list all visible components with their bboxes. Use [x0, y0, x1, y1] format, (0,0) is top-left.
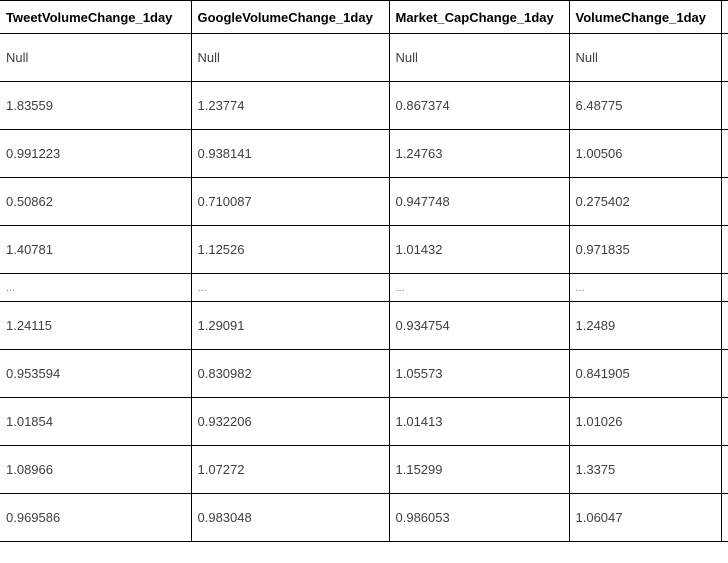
table-cell: 0.983048: [191, 494, 389, 542]
column-header-volume-change: VolumeChange_1day: [569, 1, 721, 34]
table-cell: [721, 226, 728, 274]
table-cell: 6.48775: [569, 82, 721, 130]
table-cell: [721, 82, 728, 130]
table-row: Null Null Null Null: [0, 34, 728, 82]
table-row: 1.08966 1.07272 1.15299 1.3375: [0, 446, 728, 494]
table-cell: [721, 350, 728, 398]
table-cell: 1.24763: [389, 130, 569, 178]
table-cell: 1.40781: [0, 226, 191, 274]
data-table: TweetVolumeChange_1day GoogleVolumeChang…: [0, 0, 728, 542]
table-row: 0.991223 0.938141 1.24763 1.00506: [0, 130, 728, 178]
table-cell: [721, 178, 728, 226]
table-cell: 0.932206: [191, 398, 389, 446]
table-cell: 1.01432: [389, 226, 569, 274]
table-cell: 1.05573: [389, 350, 569, 398]
table-cell: 1.01854: [0, 398, 191, 446]
table-cell: 0.275402: [569, 178, 721, 226]
table-cell: 0.867374: [389, 82, 569, 130]
table-cell: 1.29091: [191, 302, 389, 350]
table-row: 1.40781 1.12526 1.01432 0.971835: [0, 226, 728, 274]
table-cell-ellipsis: [721, 274, 728, 302]
table-cell: [721, 446, 728, 494]
header-row: TweetVolumeChange_1day GoogleVolumeChang…: [0, 1, 728, 34]
table-cell-ellipsis: ...: [0, 274, 191, 302]
table-cell: 1.2489: [569, 302, 721, 350]
table-row: 0.50862 0.710087 0.947748 0.275402: [0, 178, 728, 226]
table-cell: Null: [191, 34, 389, 82]
table-cell: 1.00506: [569, 130, 721, 178]
column-header-google-volume-change: GoogleVolumeChange_1day: [191, 1, 389, 34]
column-header-market-cap-change: Market_CapChange_1day: [389, 1, 569, 34]
table-cell: 0.969586: [0, 494, 191, 542]
table-row: 0.969586 0.983048 0.986053 1.06047: [0, 494, 728, 542]
table-cell: [721, 302, 728, 350]
table-cell-ellipsis: ...: [389, 274, 569, 302]
table-cell: 0.991223: [0, 130, 191, 178]
table-cell: 0.50862: [0, 178, 191, 226]
data-table-container: TweetVolumeChange_1day GoogleVolumeChang…: [0, 0, 728, 542]
table-cell: 1.15299: [389, 446, 569, 494]
table-cell-ellipsis: ...: [569, 274, 721, 302]
table-cell: [721, 398, 728, 446]
table-cell: 0.841905: [569, 350, 721, 398]
table-row: 1.01854 0.932206 1.01413 1.01026: [0, 398, 728, 446]
table-row-ellipsis: ... ... ... ...: [0, 274, 728, 302]
table-cell: 1.07272: [191, 446, 389, 494]
table-cell: 1.06047: [569, 494, 721, 542]
column-header-truncated: ...: [721, 1, 728, 34]
table-cell: [721, 130, 728, 178]
table-cell: 1.83559: [0, 82, 191, 130]
table-row: 1.83559 1.23774 0.867374 6.48775: [0, 82, 728, 130]
table-cell: 1.08966: [0, 446, 191, 494]
table-cell: Null: [0, 34, 191, 82]
table-cell: 1.23774: [191, 82, 389, 130]
table-cell: 1.12526: [191, 226, 389, 274]
table-cell: Null: [389, 34, 569, 82]
table-cell: Null: [569, 34, 721, 82]
table-cell: 0.710087: [191, 178, 389, 226]
column-header-tweet-volume-change: TweetVolumeChange_1day: [0, 1, 191, 34]
table-cell: 1.3375: [569, 446, 721, 494]
table-cell: 1.01413: [389, 398, 569, 446]
table-cell: 0.934754: [389, 302, 569, 350]
table-cell-ellipsis: ...: [191, 274, 389, 302]
table-cell: 1.01026: [569, 398, 721, 446]
table-cell: 0.830982: [191, 350, 389, 398]
table-row: 0.953594 0.830982 1.05573 0.841905: [0, 350, 728, 398]
table-cell: 0.986053: [389, 494, 569, 542]
table-cell: 0.947748: [389, 178, 569, 226]
table-cell: [721, 34, 728, 82]
table-row: 1.24115 1.29091 0.934754 1.2489: [0, 302, 728, 350]
table-cell: 0.953594: [0, 350, 191, 398]
table-cell: 1.24115: [0, 302, 191, 350]
table-cell: [721, 494, 728, 542]
table-cell: 0.971835: [569, 226, 721, 274]
table-cell: 0.938141: [191, 130, 389, 178]
